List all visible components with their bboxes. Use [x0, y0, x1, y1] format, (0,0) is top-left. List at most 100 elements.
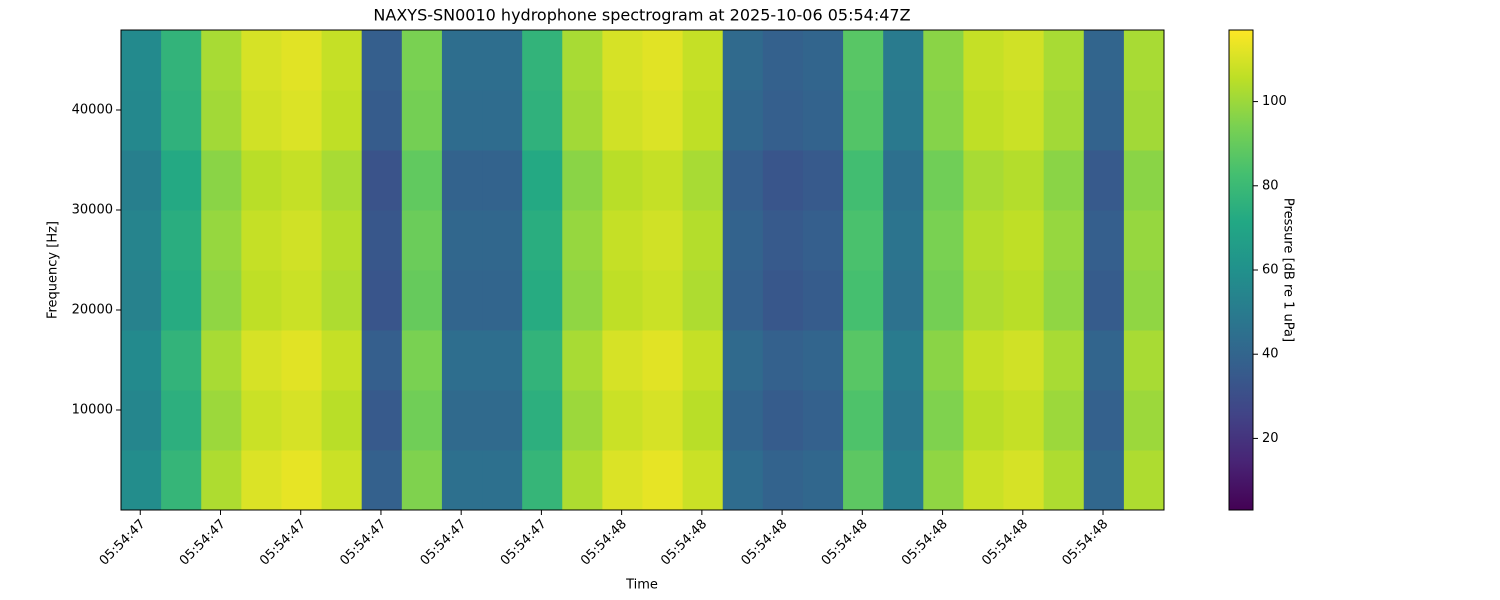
heatmap-cell [161, 450, 202, 511]
heatmap-cell [1083, 210, 1125, 271]
heatmap-cell [642, 30, 684, 91]
heatmap-cell [201, 270, 242, 331]
heatmap-cell [883, 150, 924, 211]
x-tick-label: 05:54:48 [899, 517, 951, 569]
heatmap-cell [522, 330, 563, 391]
heatmap-cell [1043, 90, 1085, 151]
heatmap-cell [1043, 390, 1085, 451]
x-tick-label: 05:54:48 [819, 517, 871, 569]
heatmap-cell [562, 330, 603, 391]
colorbar-label: Pressure [dB re 1 uPa] [1281, 198, 1296, 342]
heatmap-cell [522, 450, 563, 511]
heatmap-cell [1003, 450, 1045, 511]
heatmap-cell [602, 210, 643, 271]
y-tick-label: 10000 [72, 403, 113, 418]
x-tick-label: 05:54:47 [418, 517, 470, 569]
x-axis-label: Time [625, 578, 658, 593]
heatmap-cell [1123, 390, 1165, 451]
heatmap-cell [602, 330, 643, 391]
heatmap-cell [682, 330, 724, 391]
plot-frame [120, 29, 1165, 511]
heatmap-cell [241, 210, 282, 271]
heatmap-cell [361, 210, 403, 271]
heatmap-cell [281, 270, 323, 331]
heatmap-cell [843, 90, 884, 151]
heatmap-cell [201, 30, 242, 91]
heatmap-cell [1043, 450, 1085, 511]
heatmap-cell [121, 270, 162, 331]
heatmap-cell [602, 30, 643, 91]
heatmap-cell [161, 210, 202, 271]
heatmap-cell [1083, 450, 1125, 511]
colorbar-tick-label: 40 [1262, 347, 1279, 362]
heatmap-cell [802, 390, 844, 451]
colorbar-tick-label: 100 [1262, 94, 1287, 109]
heatmap-cell [562, 150, 603, 211]
heatmap-cell [361, 390, 403, 451]
heatmap-cell [923, 90, 964, 151]
x-tick-label: 05:54:47 [257, 517, 309, 569]
heatmap-cell [762, 390, 804, 451]
heatmap-cell [201, 390, 242, 451]
heatmap-cell [1003, 330, 1045, 391]
heatmap-cell [883, 90, 924, 151]
heatmap-cell [1003, 270, 1045, 331]
heatmap-cell [1003, 30, 1045, 91]
heatmap-cell [642, 90, 684, 151]
heatmap-cell [883, 330, 924, 391]
heatmap-cell [762, 30, 804, 91]
heatmap-cell [401, 390, 443, 451]
heatmap-cell [1123, 90, 1165, 151]
heatmap-cell [963, 210, 1005, 271]
heatmap-cell [441, 90, 483, 151]
heatmap-cell [762, 330, 804, 391]
heatmap-cell [883, 390, 924, 451]
colorbar-tick-label: 60 [1262, 263, 1279, 278]
heatmap-cell [642, 150, 684, 211]
heatmap-cell [762, 450, 804, 511]
heatmap-cell [241, 450, 282, 511]
x-tick-label: 05:54:47 [337, 517, 389, 569]
heatmap-cell [963, 270, 1005, 331]
heatmap-cell [1083, 90, 1125, 151]
heatmap-cell [602, 450, 643, 511]
heatmap-cell [361, 90, 403, 151]
heatmap-cell [923, 210, 964, 271]
heatmap-cell [281, 150, 323, 211]
heatmap-cell [1003, 150, 1045, 211]
heatmap-cell [121, 450, 162, 511]
heatmap-cell [802, 210, 844, 271]
heatmap-cell [121, 150, 162, 211]
colorbar-tick-label: 20 [1262, 431, 1279, 446]
heatmap-cell [963, 390, 1005, 451]
heatmap-cell [121, 390, 162, 451]
heatmap-cell [722, 390, 764, 451]
heatmap-cell [241, 90, 282, 151]
heatmap-cell [762, 270, 804, 331]
chart-title: NAXYS-SN0010 hydrophone spectrogram at 2… [373, 6, 910, 25]
heatmap-cell [161, 330, 202, 391]
heatmap-cell [802, 270, 844, 331]
colorbar [1228, 29, 1254, 511]
heatmap-cell [722, 90, 764, 151]
heatmap-cell [1003, 90, 1045, 151]
heatmap-cell [482, 90, 523, 151]
heatmap-cell [161, 390, 202, 451]
heatmap-cell [602, 390, 643, 451]
heatmap-cell [281, 330, 323, 391]
heatmap-cell [562, 90, 603, 151]
heatmap-cell [923, 30, 964, 91]
heatmap-cell [923, 450, 964, 511]
heatmap-cell [1003, 390, 1045, 451]
heatmap-cell [441, 270, 483, 331]
heatmap-cell [201, 90, 242, 151]
heatmap-cell [201, 210, 242, 271]
heatmap-cell [281, 210, 323, 271]
heatmap-cell [963, 330, 1005, 391]
heatmap-cell [401, 90, 443, 151]
heatmap-cell [1043, 270, 1085, 331]
heatmap-cell [401, 270, 443, 331]
heatmap-cell [321, 150, 363, 211]
heatmap-cell [802, 450, 844, 511]
